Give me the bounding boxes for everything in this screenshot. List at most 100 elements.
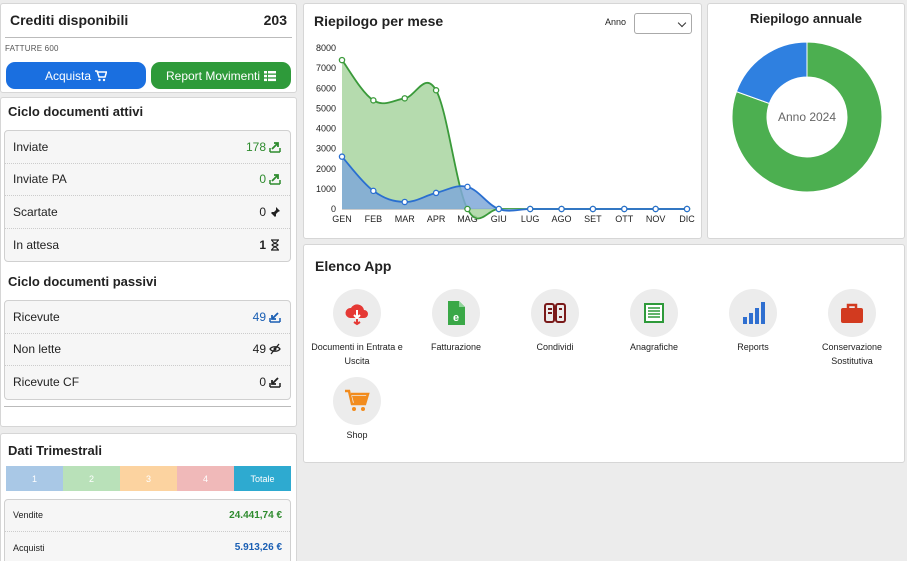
credits-title: Crediti disponibili (10, 12, 129, 28)
annual-summary-panel: Riepilogo annuale Anno 2024 (707, 3, 905, 239)
svg-text:e: e (453, 312, 459, 324)
y-tick-label: 8000 (316, 43, 336, 53)
row-label: Non lette (13, 342, 62, 357)
passive-cycle-list: Ricevute 49 Non lette 49 Ricevute CF 0 (4, 300, 291, 400)
series-1-point (621, 205, 628, 213)
report-movements-button[interactable]: Report Movimenti (151, 62, 291, 89)
monthly-area-chart: 0 1000 2000 3000 4000 5000 6000 7000 8000 GEN FEB M… (316, 43, 695, 224)
series-1-point (589, 205, 597, 213)
quarter-tabs: 1 2 3 4 Totale (6, 466, 291, 491)
tab-total[interactable]: Totale (234, 466, 291, 491)
app-reports[interactable]: Reports (705, 289, 801, 354)
tab-quarter-1[interactable]: 1 (6, 466, 63, 491)
annual-title: Riepilogo annuale (750, 11, 862, 26)
y-tick-label: 3000 (316, 144, 336, 154)
app-registry[interactable]: Anagrafiche (606, 289, 702, 354)
x-tick-label: MAG (457, 214, 478, 224)
x-tick-label: LUG (521, 214, 540, 224)
app-conservation[interactable]: Conservazione Sostitutiva (804, 289, 900, 368)
app-label: Reports (737, 342, 769, 352)
buy-button-label: Acquista (44, 68, 92, 83)
divider (4, 406, 291, 407)
list-icon (264, 70, 277, 81)
series-1-point (370, 187, 377, 195)
y-tick-label: 0 (331, 204, 336, 214)
cloud-transfer-icon (345, 304, 368, 326)
row-value: 49 (252, 309, 266, 324)
row-value: 24.441,74 € (229, 509, 282, 521)
tab-quarter-4[interactable]: 4 (177, 466, 234, 491)
credits-panel: Crediti disponibili 203 FATTURE 600 Acqu… (0, 3, 297, 93)
tab-quarter-3[interactable]: 3 (120, 466, 177, 491)
app-shop[interactable]: Shop (309, 377, 405, 442)
app-label: Fatturazione (430, 342, 482, 352)
doc-row-scartate[interactable]: Scartate 0 (5, 196, 290, 229)
y-tick-label: 5000 (316, 103, 336, 113)
series-1-point (652, 205, 659, 213)
doc-row-ricevute-cf[interactable]: Ricevute CF 0 (5, 366, 290, 399)
active-cycle-title: Ciclo documenti attivi (8, 104, 144, 119)
row-label: Scartate (13, 204, 58, 219)
credits-header: Crediti disponibili 203 (10, 12, 287, 28)
monthly-title: Riepilogo per mese (314, 13, 444, 29)
app-icon-bg (333, 289, 381, 337)
doc-row-inviate-pa[interactable]: Inviate PA 0 (5, 164, 290, 196)
series-1-point (526, 205, 534, 213)
year-select[interactable] (634, 13, 692, 34)
app-label: Shop (346, 430, 368, 440)
row-value: 5.913,26 € (234, 542, 282, 553)
y-tick-label: 6000 (316, 83, 336, 93)
doc-row-inviate[interactable]: Inviate 178 (5, 131, 290, 164)
doc-row-non-lette[interactable]: Non lette 49 (5, 334, 290, 366)
app-share[interactable]: Condividi (507, 289, 603, 354)
receive-icon (269, 312, 281, 323)
app-icon-bg (333, 377, 381, 425)
row-label: Acquisti (13, 542, 45, 553)
app-invoicing[interactable]: e Fatturazione (408, 289, 504, 354)
x-tick-label: SET (584, 214, 602, 224)
quarterly-values (4, 499, 291, 561)
documents-panel: Ciclo documenti attivi Inviate 178 Invia… (0, 97, 297, 427)
app-icon-bg (531, 289, 579, 337)
passive-cycle-title: Ciclo documenti passivi (8, 274, 157, 289)
buy-button[interactable]: Acquista (6, 62, 146, 89)
app-icon-bg (828, 289, 876, 337)
series-1-point (432, 189, 440, 197)
app-label: Documenti in Entrata e Uscita (311, 342, 403, 366)
series-0-point (401, 95, 408, 102)
doc-row-ricevute[interactable]: Ricevute 49 (5, 301, 290, 334)
quarter-row-sales: Vendite 24.441,74 € (5, 499, 290, 531)
briefcase-icon (841, 303, 863, 323)
receive-icon (269, 377, 281, 388)
series-1-point (464, 183, 471, 191)
series-0-point (370, 97, 377, 104)
tab-quarter-2[interactable]: 2 (63, 466, 120, 491)
app-icon-bg (630, 289, 678, 337)
series-1-point (495, 205, 503, 213)
x-tick-label: APR (427, 214, 446, 224)
doc-row-in-attesa[interactable]: In attesa 1 (5, 229, 290, 262)
series-0-point (464, 205, 471, 213)
eye-slash-icon (269, 343, 281, 355)
year-label: Anno (605, 17, 627, 27)
x-tick-label: AGO (552, 214, 572, 224)
share-icon (544, 303, 566, 323)
send-icon (269, 174, 281, 185)
app-icon-bg (729, 289, 777, 337)
monthly-summary-panel: 0 1000 2000 3000 4000 5000 6000 7000 8000 GEN FEB M… (303, 3, 702, 239)
row-label: Inviate (13, 139, 49, 154)
x-tick-label: GIU (491, 214, 507, 224)
row-value: 0 (259, 172, 266, 187)
row-value: 1 (259, 237, 266, 252)
report-button-label: Report Movimenti (165, 68, 261, 83)
divider (5, 37, 292, 38)
app-documents[interactable]: Documenti in Entrata e Uscita (309, 289, 405, 368)
series-1-point (558, 205, 565, 213)
app-icon-bg: e (432, 289, 480, 337)
pin-icon (270, 206, 280, 218)
y-tick-label: 2000 (316, 164, 336, 174)
send-icon (269, 141, 281, 153)
row-value: 0 (259, 375, 266, 390)
series-1-point (401, 198, 408, 206)
series-1-area (342, 156, 687, 211)
